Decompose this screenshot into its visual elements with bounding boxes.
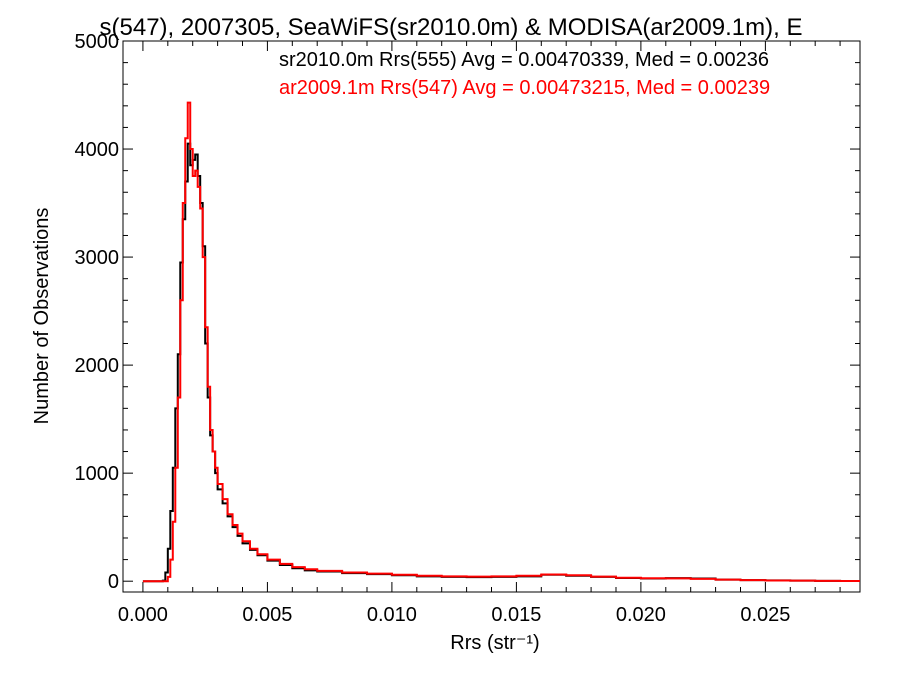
y-tick-label: 3000	[75, 247, 120, 269]
y-tick-label: 0	[108, 571, 119, 593]
x-axis: 0.000 0.005 0.010 0.015 0.020 0.025	[118, 41, 841, 626]
series-modisa-line	[142, 101, 860, 583]
y-tick-label: 4000	[75, 139, 120, 161]
x-tick-label: 0.005	[242, 604, 292, 626]
legend-entry-1: sr2010.0m Rrs(555) Avg = 0.00470339, Med…	[279, 49, 769, 71]
y-tick-label: 2000	[75, 355, 120, 377]
y-axis-label: Number of Observations	[31, 208, 53, 425]
series-seawifs-line	[142, 142, 860, 583]
x-tick-label: 0.015	[491, 604, 541, 626]
y-tick-label: 5000	[75, 31, 120, 53]
legend-entry-2: ar2009.1m Rrs(547) Avg = 0.00473215, Med…	[279, 77, 770, 99]
plot-frame	[122, 40, 861, 593]
x-tick-label: 0.020	[616, 604, 666, 626]
x-tick-label: 0.010	[367, 604, 417, 626]
y-tick-label: 1000	[75, 463, 120, 485]
series-layer	[142, 101, 860, 583]
x-tick-label: 0.025	[740, 604, 790, 626]
x-axis-label: Rrs (str⁻¹)	[450, 632, 539, 654]
x-tick-label: 0.000	[118, 604, 168, 626]
y-axis: 0 1000 2000 3000 4000 5000	[75, 31, 860, 593]
chart-title: s(547), 2007305, SeaWiFS(sr2010.0m) & MO…	[100, 14, 803, 41]
